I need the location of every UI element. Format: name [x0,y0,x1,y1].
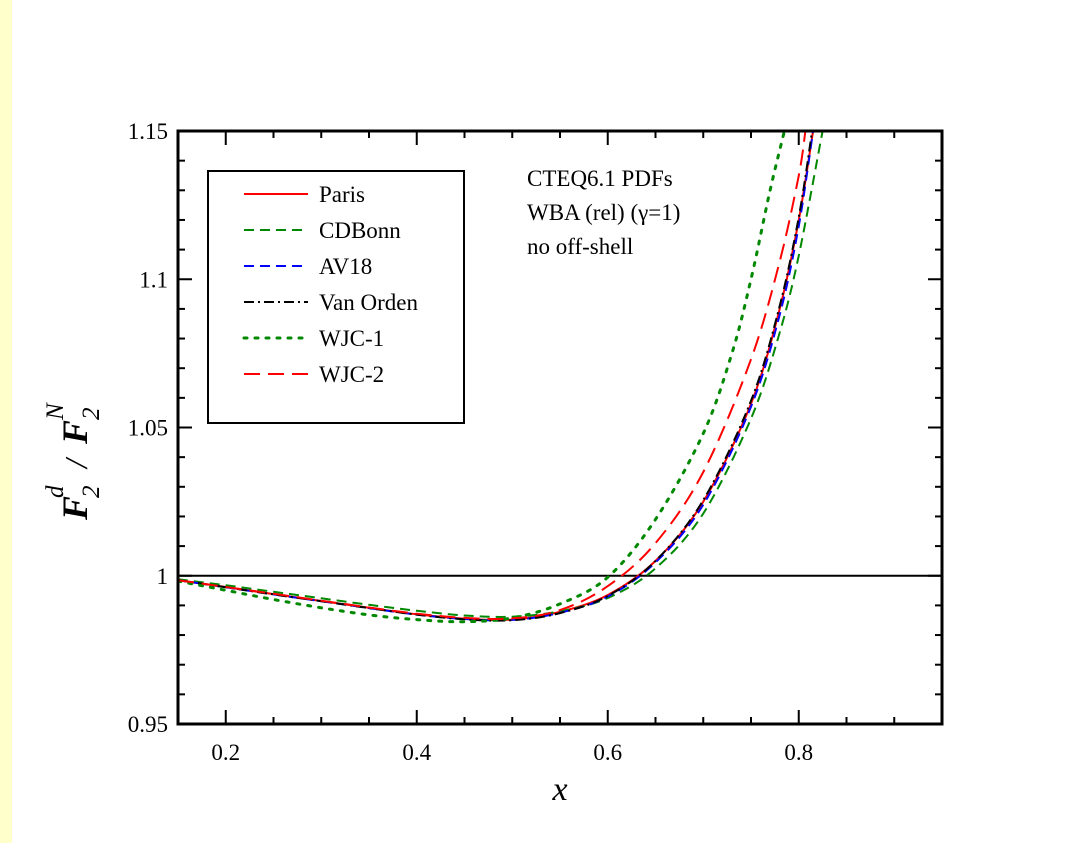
figure-panel: 0.2 0.4 0.6 0.8 0.95 1 1.05 1.1 1.15 Paris CDBonn… [12,0,1090,843]
x-tick-label: 0.6 [593,740,622,765]
legend-label-wjc-1: WJC-1 [319,326,384,351]
x-axis-title: x [551,771,567,808]
legend-label-av18: AV18 [319,254,372,279]
annotation-wba: WBA (rel) (γ=1) [527,200,680,225]
y-tick-label: 1.05 [128,416,168,441]
y-title-sup2: N [42,402,69,421]
y-tick-label: 1.1 [139,267,168,292]
y-axis-title: F 2 d / F 2 N [42,402,105,521]
y-title-sup1: d [42,485,69,498]
y-title-sub2: 2 [78,408,105,421]
series-line-cdbonn [178,131,824,618]
series-line-van-orden [178,131,814,622]
legend-label-van-orden: Van Orden [319,290,418,315]
series-line-wjc-2 [178,131,807,620]
annotation-pdf: CTEQ6.1 PDFs [527,166,673,191]
y-tick-label: 1 [157,564,169,589]
legend-box [207,170,465,424]
y-title-f2: F [55,420,95,445]
y-title-slash: / [58,456,94,470]
y-title-f1: F [55,496,95,521]
series-line-wjc-1 [178,131,786,624]
legend-label-paris: Paris [319,182,365,207]
annotation-offshell: no off-shell [527,234,633,259]
x-tick-label: 0.8 [784,740,813,765]
legend-label-cdbonn: CDBonn [319,218,401,243]
y-tick-label: 1.15 [128,119,168,144]
x-tick-label: 0.4 [402,740,431,765]
chart: 0.2 0.4 0.6 0.8 0.95 1 1.05 1.1 1.15 Paris CDBonn… [42,119,944,808]
y-tick-label: 0.95 [128,712,168,737]
y-title-sub1: 2 [78,486,105,499]
x-tick-label: 0.2 [211,740,240,765]
legend-label-wjc-2: WJC-2 [319,362,384,387]
